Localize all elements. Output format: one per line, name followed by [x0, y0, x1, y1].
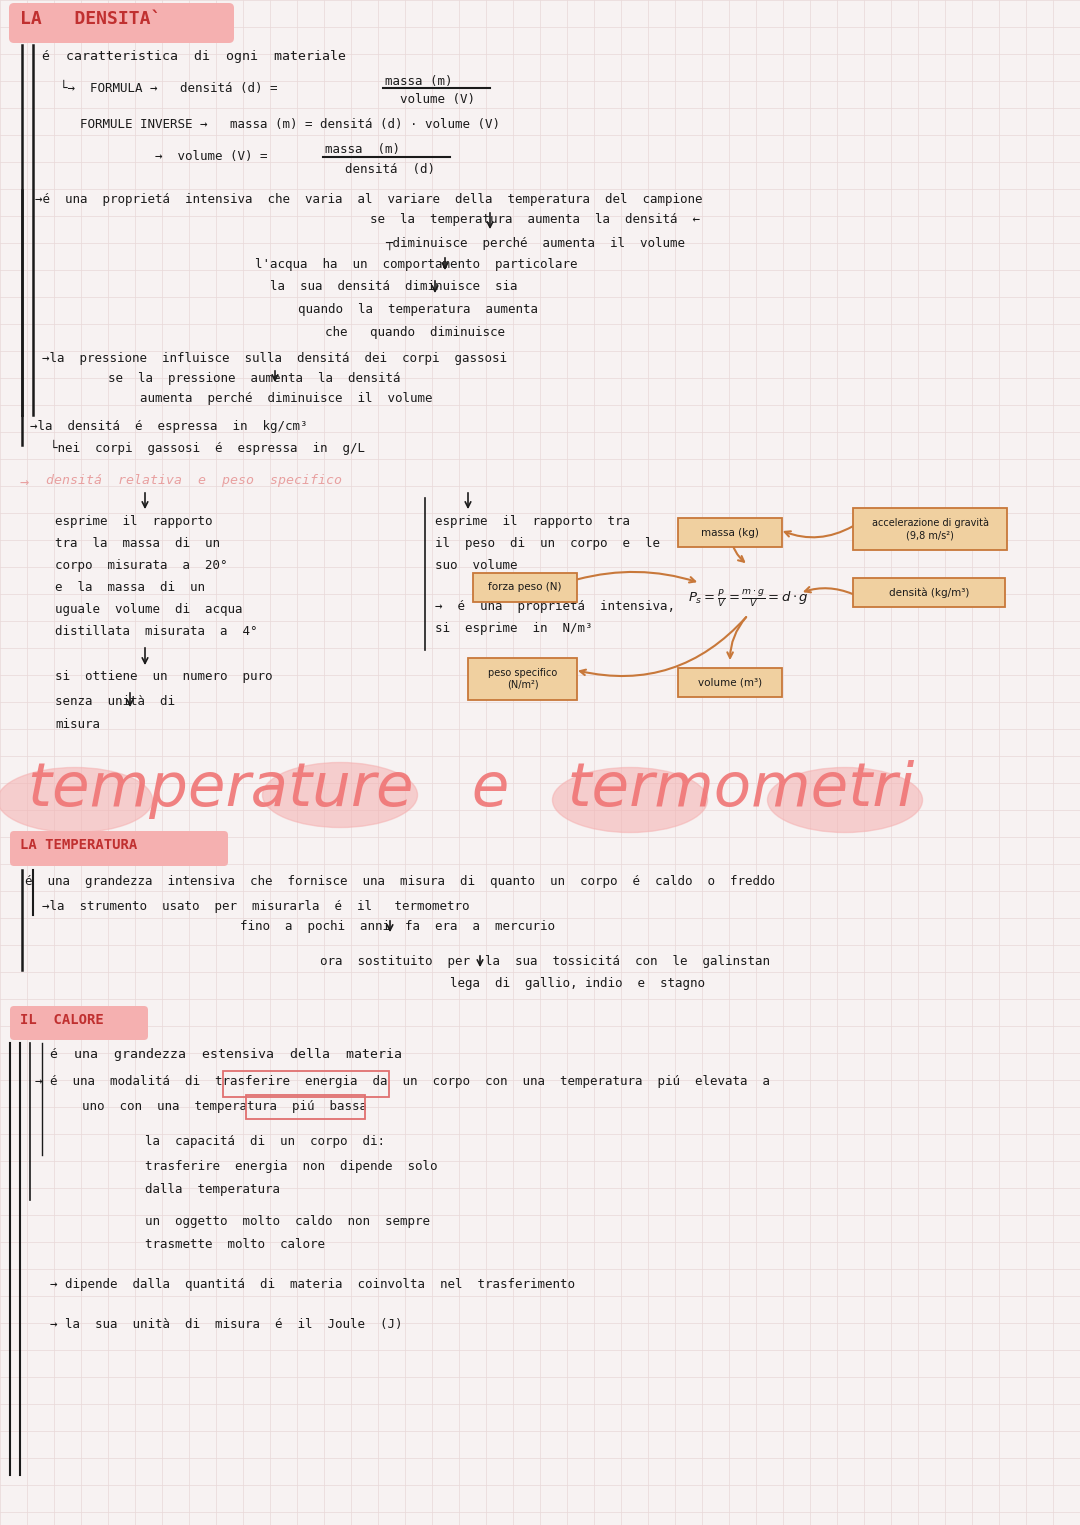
Text: →  volume (V) =: → volume (V) = — [156, 149, 268, 163]
FancyBboxPatch shape — [473, 573, 577, 602]
Text: →: → — [21, 474, 29, 490]
FancyBboxPatch shape — [468, 657, 577, 700]
Text: IL  CALORE: IL CALORE — [21, 1013, 104, 1026]
Text: →la  strumento  usato  per  misurarla  é  il   termometro: →la strumento usato per misurarla é il t… — [42, 900, 470, 913]
Ellipse shape — [262, 762, 418, 828]
Text: fino  a  pochi  anni  fa  era  a  mercurio: fino a pochi anni fa era a mercurio — [240, 920, 555, 933]
Text: ┬diminuisce  perché  aumenta  il  volume: ┬diminuisce perché aumenta il volume — [384, 236, 685, 250]
Text: esprime  il  rapporto: esprime il rapporto — [55, 515, 213, 528]
Text: corpo  misurata  a  20°: corpo misurata a 20° — [55, 560, 228, 572]
Text: LA TEMPERATURA: LA TEMPERATURA — [21, 839, 137, 852]
Text: massa (kg): massa (kg) — [701, 528, 759, 537]
Text: il  peso  di  un  corpo  e  le: il peso di un corpo e le — [435, 537, 660, 551]
FancyBboxPatch shape — [678, 668, 782, 697]
Text: dalla  temperatura: dalla temperatura — [145, 1183, 280, 1196]
FancyBboxPatch shape — [678, 518, 782, 547]
Text: la  sua  densitá  diminuisce  sia: la sua densitá diminuisce sia — [270, 281, 517, 293]
Text: temperature   e   termometri: temperature e termometri — [28, 759, 915, 819]
Text: distillata  misurata  a  4°: distillata misurata a 4° — [55, 625, 257, 637]
Text: densità (kg/m³): densità (kg/m³) — [889, 587, 969, 598]
Text: →é  una  proprietá  intensiva  che  varia  al  variare  della  temperatura  del : →é una proprietá intensiva che varia al … — [35, 194, 702, 206]
Text: é  caratteristica  di  ogni  materiale: é caratteristica di ogni materiale — [42, 50, 346, 63]
Text: un  oggetto  molto  caldo  non  sempre: un oggetto molto caldo non sempre — [145, 1215, 430, 1228]
Text: forza peso (N): forza peso (N) — [488, 583, 562, 593]
Text: si  esprime  in  N/m³: si esprime in N/m³ — [435, 622, 593, 634]
Text: → dipende  dalla  quantitá  di  materia  coinvolta  nel  trasferimento: → dipende dalla quantitá di materia coin… — [50, 1278, 575, 1292]
Ellipse shape — [0, 767, 152, 833]
Text: che   quando  diminuisce: che quando diminuisce — [325, 326, 505, 339]
Text: peso specifico
(N/m²): peso specifico (N/m²) — [488, 668, 557, 689]
Text: →la  pressione  influisce  sulla  densitá  dei  corpi  gassosi: →la pressione influisce sulla densitá de… — [42, 352, 507, 364]
Text: ora  sostituito  per  la  sua  tossicitá  con  le  galinstan: ora sostituito per la sua tossicitá con … — [320, 955, 770, 968]
Text: → la  sua  unità  di  misura  é  il  Joule  (J): → la sua unità di misura é il Joule (J) — [50, 1318, 403, 1331]
Text: └nei  corpi  gassosi  é  espressa  in  g/L: └nei corpi gassosi é espressa in g/L — [50, 441, 365, 454]
FancyBboxPatch shape — [9, 3, 234, 43]
FancyBboxPatch shape — [853, 578, 1005, 607]
Text: └→  FORMULA →   densitá (d) =: └→ FORMULA → densitá (d) = — [60, 82, 278, 95]
Text: é  una  grandezza  estensiva  della  materia: é una grandezza estensiva della materia — [50, 1048, 402, 1061]
Ellipse shape — [768, 767, 922, 833]
Text: densitá  relativa  e  peso  specifico: densitá relativa e peso specifico — [46, 474, 342, 486]
Text: massa (m): massa (m) — [384, 75, 453, 88]
Text: esprime  il  rapporto  tra: esprime il rapporto tra — [435, 515, 630, 528]
Text: aumenta  perché  diminuisce  il  volume: aumenta perché diminuisce il volume — [140, 392, 432, 406]
Text: →la  densitá  é  espressa  in  kg/cm³: →la densitá é espressa in kg/cm³ — [30, 419, 308, 433]
Text: misura: misura — [55, 718, 100, 730]
Text: FORMULE INVERSE →   massa (m) = densitá (d) · volume (V): FORMULE INVERSE → massa (m) = densitá (d… — [80, 117, 500, 131]
Ellipse shape — [553, 767, 707, 833]
Text: la  capacitá  di  un  corpo  di:: la capacitá di un corpo di: — [145, 1135, 384, 1148]
Text: →  é  una  proprietá  intensiva,: → é una proprietá intensiva, — [435, 599, 675, 613]
Text: e  la  massa  di  un: e la massa di un — [55, 581, 205, 595]
Text: accelerazione di gravità
(9,8 m/s²): accelerazione di gravità (9,8 m/s²) — [872, 518, 988, 540]
FancyBboxPatch shape — [853, 508, 1007, 551]
FancyBboxPatch shape — [10, 831, 228, 866]
Text: uno  con  una  temperatura  piú  bassa: uno con una temperatura piú bassa — [82, 1100, 367, 1113]
Text: é  una  grandezza  intensiva  che  fornisce  una  misura  di  quanto  un  corpo : é una grandezza intensiva che fornisce u… — [25, 875, 775, 888]
Text: volume (V): volume (V) — [400, 93, 475, 107]
Text: lega  di  gallio, indio  e  stagno: lega di gallio, indio e stagno — [450, 978, 705, 990]
Text: → é  una  modalitá  di  trasferire  energia  da  un  corpo  con  una  temperatur: → é una modalitá di trasferire energia d… — [35, 1075, 770, 1087]
Text: massa  (m): massa (m) — [325, 143, 400, 156]
Text: se  la  temperatura  aumenta  la  densitá  ←: se la temperatura aumenta la densitá ← — [370, 214, 700, 226]
Text: se  la  pressione  aumenta  la  densitá: se la pressione aumenta la densitá — [108, 372, 401, 384]
Text: volume (m³): volume (m³) — [698, 677, 762, 688]
FancyBboxPatch shape — [10, 1006, 148, 1040]
Text: quando  la  temperatura  aumenta: quando la temperatura aumenta — [298, 303, 538, 316]
Text: LA   DENSITÀ: LA DENSITÀ — [21, 11, 161, 27]
Text: tra  la  massa  di  un: tra la massa di un — [55, 537, 220, 551]
Text: trasferire  energia  non  dipende  solo: trasferire energia non dipende solo — [145, 1161, 437, 1173]
Text: suo  volume: suo volume — [435, 560, 517, 572]
Text: si  ottiene  un  numero  puro: si ottiene un numero puro — [55, 669, 272, 683]
Text: $P_s=\frac{P}{V}=\frac{m\cdot g}{V}=d\cdot g$: $P_s=\frac{P}{V}=\frac{m\cdot g}{V}=d\cd… — [688, 587, 809, 608]
Text: l'acqua  ha  un  comportamento  particolare: l'acqua ha un comportamento particolare — [255, 258, 578, 271]
Text: uguale  volume  di  acqua: uguale volume di acqua — [55, 602, 243, 616]
Text: densitá  (d): densitá (d) — [345, 163, 435, 175]
Text: senza  unità  di: senza unità di — [55, 695, 175, 708]
Text: trasmette  molto  calore: trasmette molto calore — [145, 1238, 325, 1250]
